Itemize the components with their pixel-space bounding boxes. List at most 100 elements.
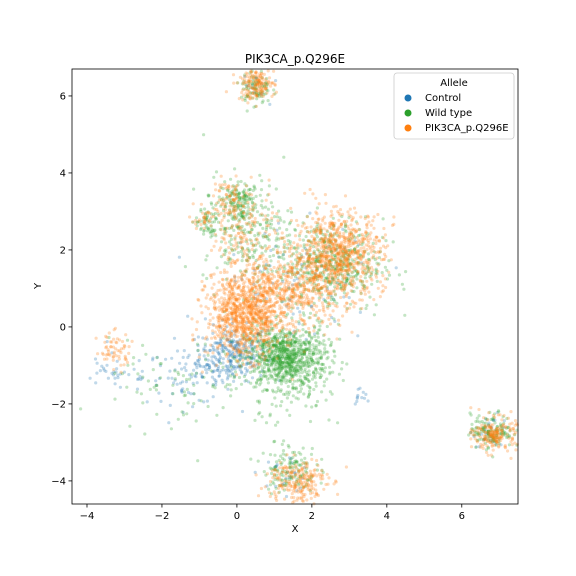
data-point xyxy=(302,270,307,275)
data-point xyxy=(189,392,193,396)
data-point xyxy=(308,254,312,258)
data-point xyxy=(208,348,212,353)
data-point xyxy=(222,341,226,345)
data-point xyxy=(245,259,250,263)
data-point xyxy=(481,438,486,442)
data-point xyxy=(253,206,258,210)
data-point xyxy=(326,251,330,255)
data-point xyxy=(154,383,158,387)
data-point xyxy=(251,328,255,332)
data-point xyxy=(251,275,255,279)
data-point xyxy=(338,286,343,290)
data-point xyxy=(495,429,499,433)
data-point xyxy=(250,69,254,73)
data-point xyxy=(276,232,280,236)
data-point xyxy=(266,369,270,373)
data-point xyxy=(506,425,510,429)
data-point xyxy=(349,302,353,306)
data-point xyxy=(296,246,300,250)
data-point xyxy=(272,465,277,469)
data-point xyxy=(343,285,347,289)
data-point xyxy=(222,310,227,314)
data-point xyxy=(308,345,312,349)
data-point xyxy=(310,296,314,300)
data-point xyxy=(263,341,267,345)
data-point xyxy=(265,388,269,392)
data-point xyxy=(312,236,317,240)
data-point xyxy=(229,374,233,378)
data-point xyxy=(313,261,317,266)
data-point xyxy=(288,413,292,417)
data-point xyxy=(296,340,300,345)
data-point xyxy=(333,354,337,358)
data-point xyxy=(316,289,321,293)
data-point xyxy=(279,311,283,315)
data-point xyxy=(216,212,220,216)
data-point xyxy=(284,356,288,361)
data-point xyxy=(298,365,303,369)
data-point xyxy=(366,267,370,271)
data-point xyxy=(308,187,312,192)
data-point xyxy=(328,268,332,272)
data-point xyxy=(166,376,170,380)
data-point xyxy=(242,210,246,214)
data-point xyxy=(290,318,294,323)
data-point xyxy=(238,241,242,245)
data-point xyxy=(300,349,304,353)
data-point xyxy=(339,268,344,272)
data-point xyxy=(377,262,381,266)
data-point xyxy=(364,231,368,235)
data-point xyxy=(266,363,270,367)
data-point xyxy=(291,385,295,390)
data-point xyxy=(289,254,294,258)
data-point xyxy=(255,93,260,97)
data-point xyxy=(255,347,259,351)
data-point xyxy=(283,359,287,363)
data-point xyxy=(294,320,298,324)
data-point xyxy=(263,350,267,354)
data-point xyxy=(247,337,251,341)
data-point xyxy=(277,347,281,351)
data-point xyxy=(314,288,318,292)
data-point xyxy=(245,84,249,88)
data-point xyxy=(277,356,281,361)
data-point xyxy=(294,356,298,360)
data-point xyxy=(206,362,210,367)
data-point xyxy=(246,299,250,304)
data-point xyxy=(268,222,272,226)
data-point xyxy=(316,248,320,252)
data-point xyxy=(204,216,208,220)
data-point xyxy=(258,370,263,374)
data-point xyxy=(310,337,314,341)
data-point xyxy=(277,372,281,376)
data-point xyxy=(295,270,299,274)
data-point xyxy=(232,365,236,369)
data-point xyxy=(489,425,493,429)
data-point xyxy=(155,355,159,359)
data-point xyxy=(295,277,299,281)
data-point xyxy=(308,419,313,424)
data-point xyxy=(491,440,495,444)
data-point xyxy=(283,392,287,396)
data-point xyxy=(254,349,258,354)
data-point xyxy=(286,356,290,360)
data-point xyxy=(226,357,230,361)
data-point xyxy=(492,416,496,420)
data-point xyxy=(342,255,346,259)
data-point xyxy=(372,298,376,302)
data-point xyxy=(210,227,214,231)
data-point xyxy=(233,367,237,371)
data-point xyxy=(279,379,283,383)
data-point xyxy=(314,338,318,342)
data-point xyxy=(181,387,185,391)
data-point xyxy=(312,286,316,290)
data-point xyxy=(264,264,268,268)
data-point xyxy=(303,351,307,355)
data-point xyxy=(491,432,495,436)
data-point xyxy=(293,228,298,232)
data-point xyxy=(288,242,292,246)
data-point xyxy=(241,306,245,310)
data-point xyxy=(338,282,342,286)
data-point xyxy=(248,187,252,191)
data-point xyxy=(261,375,266,379)
